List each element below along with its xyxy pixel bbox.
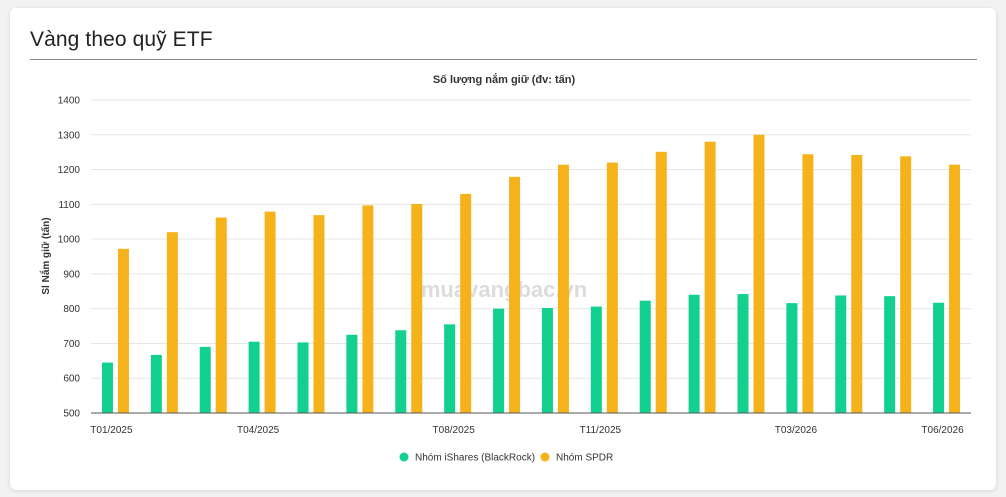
y-axis-title: Sl Nắm giữ (tấn) xyxy=(39,217,52,294)
gridlines xyxy=(91,99,971,379)
bar-ishares-T02-2026[interactable] xyxy=(737,294,749,413)
legend-marker xyxy=(540,452,550,462)
bar-ishares-T08-2025[interactable] xyxy=(444,324,456,413)
chart-title: Số lượng nắm giữ (đv: tấn) xyxy=(433,73,576,86)
bar-ishares-T06-2025[interactable] xyxy=(346,334,358,413)
bar-spdr-T11-2025[interactable] xyxy=(606,162,618,413)
bar-spdr-T02-2025[interactable] xyxy=(166,232,178,413)
x-tick-label: T04/2025 xyxy=(237,425,280,436)
bar-ishares-T11-2025[interactable] xyxy=(590,306,602,413)
y-tick-label: 1400 xyxy=(58,96,81,107)
x-tick-label: T11/2025 xyxy=(580,425,622,436)
bar-ishares-T03-2026[interactable] xyxy=(786,303,798,413)
y-tick-label: 500 xyxy=(63,409,80,420)
bar-spdr-T03-2025[interactable] xyxy=(215,217,227,413)
bar-ishares-T05-2025[interactable] xyxy=(297,342,309,413)
bar-ishares-T01-2025[interactable] xyxy=(101,362,113,413)
bar-spdr-T04-2025[interactable] xyxy=(264,211,276,413)
bar-ishares-T05-2026[interactable] xyxy=(884,296,896,413)
legend[interactable]: Nhóm iShares (BlackRock) Nhóm SPDR xyxy=(399,452,614,464)
bar-spdr-T10-2025[interactable] xyxy=(557,164,569,413)
y-tick-label: 900 xyxy=(63,269,80,280)
legend-label: Nhóm SPDR xyxy=(556,453,613,464)
legend-item-ishares[interactable]: Nhóm iShares (BlackRock) xyxy=(399,452,536,464)
x-tick-label: T08/2025 xyxy=(433,425,476,436)
bar-spdr-T01-2025[interactable] xyxy=(117,248,129,413)
bar-spdr-T04-2026[interactable] xyxy=(851,154,863,413)
legend-marker xyxy=(399,452,409,462)
x-tick-label: T03/2026 xyxy=(775,425,818,436)
bar-spdr-T12-2025[interactable] xyxy=(655,151,667,413)
y-tick-label: 600 xyxy=(63,374,80,385)
y-tick-label: 800 xyxy=(63,304,80,315)
bar-ishares-T07-2025[interactable] xyxy=(395,330,407,413)
x-tick-label: T06/2026 xyxy=(921,425,964,436)
bar-ishares-T10-2025[interactable] xyxy=(541,307,553,413)
bar-spdr-T09-2025[interactable] xyxy=(509,176,521,413)
bar-ishares-T01-2026[interactable] xyxy=(688,294,700,413)
x-tick-label: T01/2025 xyxy=(90,425,133,436)
bar-ishares-T06-2026[interactable] xyxy=(933,302,945,413)
bar-spdr-T06-2025[interactable] xyxy=(362,205,374,413)
bar-spdr-T03-2026[interactable] xyxy=(802,154,814,413)
bar-spdr-T06-2026[interactable] xyxy=(949,164,961,413)
bar-ishares-T03-2025[interactable] xyxy=(199,346,211,413)
bar-spdr-T02-2026[interactable] xyxy=(753,134,765,413)
legend-label: Nhóm iShares (BlackRock) xyxy=(415,453,535,464)
bar-spdr-T05-2026[interactable] xyxy=(900,156,912,413)
bar-ishares-T09-2025[interactable] xyxy=(493,308,505,413)
bar-spdr-T01-2026[interactable] xyxy=(704,141,716,413)
axes: 500 600 700 800 900 1000 1100 1200 1300 1400 T01/2… xyxy=(58,96,971,436)
bar-spdr-T05-2025[interactable] xyxy=(313,215,325,413)
y-tick-label: 1000 xyxy=(58,235,81,246)
y-tick-label: 1300 xyxy=(58,130,81,141)
bar-ishares-T12-2025[interactable] xyxy=(639,300,651,413)
y-tick-label: 1200 xyxy=(58,165,81,176)
bar-ishares-T02-2025[interactable] xyxy=(150,354,162,413)
bar-ishares-T04-2026[interactable] xyxy=(835,295,847,413)
y-tick-label: 700 xyxy=(63,339,80,350)
bar-ishares-T04-2025[interactable] xyxy=(248,341,260,413)
card-title: Vàng theo quỹ ETF xyxy=(30,28,213,51)
bar-spdr-T08-2025[interactable] xyxy=(460,193,472,413)
title-divider xyxy=(30,59,977,60)
legend-item-spdr[interactable]: Nhóm SPDR xyxy=(540,452,614,464)
bar-spdr-T07-2025[interactable] xyxy=(411,203,423,413)
bars xyxy=(101,134,961,413)
y-tick-label: 1100 xyxy=(58,200,80,211)
